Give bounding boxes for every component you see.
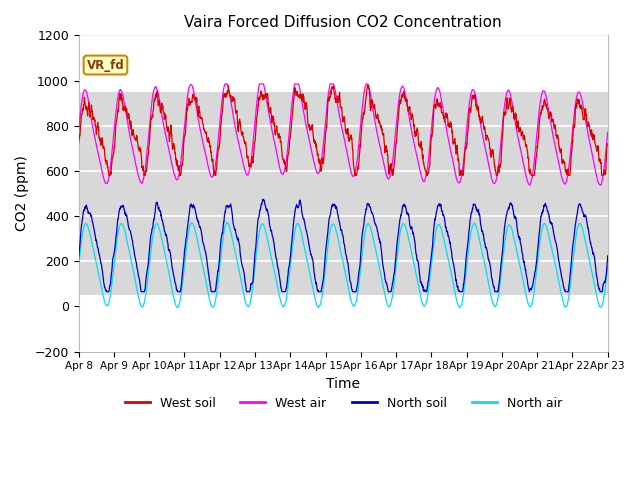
Y-axis label: CO2 (ppm): CO2 (ppm) bbox=[15, 156, 29, 231]
Text: VR_fd: VR_fd bbox=[86, 59, 124, 72]
Legend: West soil, West air, North soil, North air: West soil, West air, North soil, North a… bbox=[120, 392, 567, 415]
Bar bbox=[79, 92, 608, 295]
Title: Vaira Forced Diffusion CO2 Concentration: Vaira Forced Diffusion CO2 Concentration bbox=[184, 15, 502, 30]
X-axis label: Time: Time bbox=[326, 377, 360, 391]
